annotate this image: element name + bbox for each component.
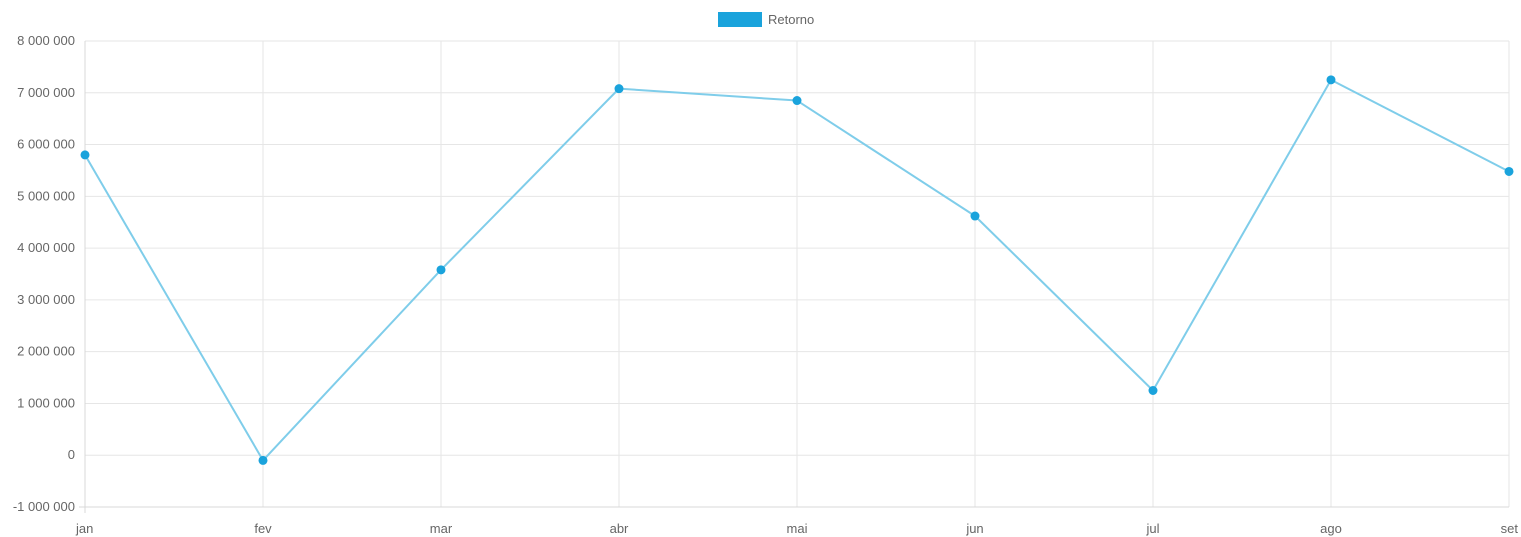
y-tick-label: 6 000 000 bbox=[17, 137, 75, 152]
y-tick-label: 1 000 000 bbox=[17, 395, 75, 410]
data-point[interactable] bbox=[258, 455, 268, 465]
y-tick-label: 8 000 000 bbox=[17, 33, 75, 48]
x-tick-label: mai bbox=[787, 521, 808, 536]
x-tick-label: fev bbox=[254, 521, 272, 536]
data-point[interactable] bbox=[80, 150, 90, 160]
data-point[interactable] bbox=[1504, 166, 1514, 176]
x-tick-label: abr bbox=[610, 521, 629, 536]
legend-swatch[interactable] bbox=[718, 12, 762, 27]
legend-label[interactable]: Retorno bbox=[768, 12, 814, 27]
data-point[interactable] bbox=[970, 211, 980, 221]
series bbox=[80, 75, 1514, 465]
y-tick-label: 4 000 000 bbox=[17, 240, 75, 255]
data-point[interactable] bbox=[1326, 75, 1336, 85]
legend[interactable]: Retorno bbox=[718, 12, 814, 27]
x-tick-label: set bbox=[1501, 521, 1519, 536]
grid bbox=[84, 40, 1510, 508]
y-tick-label: 7 000 000 bbox=[17, 85, 75, 100]
data-point[interactable] bbox=[614, 84, 624, 94]
y-tick-label: 5 000 000 bbox=[17, 188, 75, 203]
x-tick-label: jan bbox=[75, 521, 93, 536]
data-point[interactable] bbox=[1148, 386, 1158, 395]
y-tick-label: 3 000 000 bbox=[17, 292, 75, 307]
x-tick-label: mar bbox=[430, 521, 453, 536]
y-tick-label: -1 000 000 bbox=[13, 499, 75, 514]
data-point[interactable] bbox=[436, 265, 446, 275]
data-point[interactable] bbox=[792, 96, 802, 106]
x-tick-label: jun bbox=[965, 521, 983, 536]
x-tick-label: jul bbox=[1145, 521, 1159, 536]
axes: 8 000 000 7 000 000 6 000 000 5 000 000 4 00… bbox=[13, 33, 1519, 536]
x-tick-label: ago bbox=[1320, 521, 1342, 536]
y-tick-label: 2 000 000 bbox=[17, 344, 75, 359]
y-tick-label: 0 bbox=[68, 447, 75, 462]
